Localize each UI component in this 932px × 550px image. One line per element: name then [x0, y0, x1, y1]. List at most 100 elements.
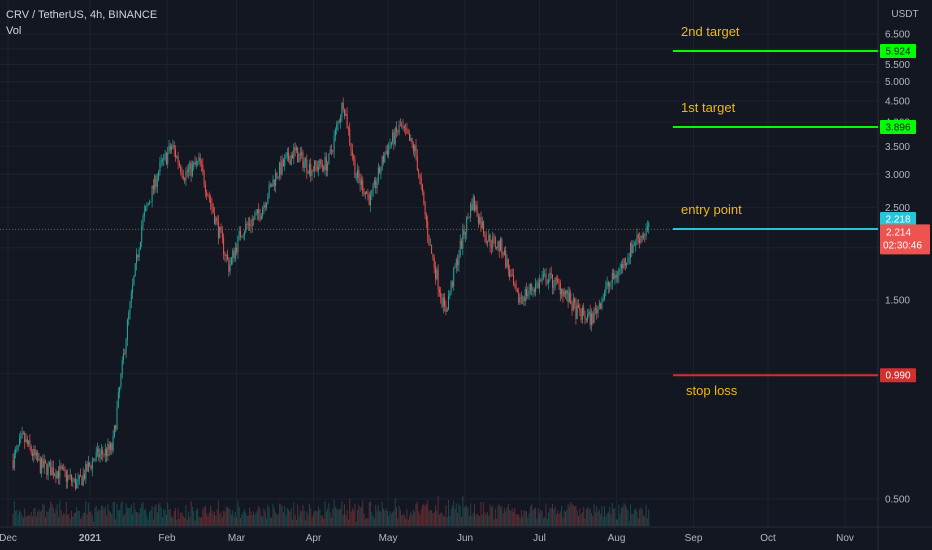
candle-body	[21, 433, 23, 436]
volume-bar	[50, 500, 52, 526]
candle-body	[594, 308, 596, 310]
candle-body	[306, 159, 308, 172]
volume-bar	[506, 507, 508, 526]
volume-bar	[490, 507, 492, 526]
candle-body	[368, 194, 370, 206]
volume-bar	[194, 520, 196, 526]
candle-body	[604, 293, 606, 300]
candle-body	[126, 319, 128, 340]
candle-body	[275, 172, 277, 186]
candle-body	[276, 172, 278, 178]
candle-body	[242, 235, 244, 237]
volume-bar	[520, 509, 522, 526]
candle-body	[337, 121, 339, 125]
candle-body	[158, 171, 160, 180]
candle-body	[106, 448, 108, 457]
candle-body	[116, 407, 118, 430]
volume-bar	[432, 513, 434, 526]
candle-body	[393, 132, 395, 145]
candle-body	[78, 474, 80, 480]
volume-bar	[529, 506, 531, 526]
volume-bar	[32, 516, 34, 526]
candle-body	[133, 276, 135, 286]
candle-body	[81, 476, 83, 486]
candle-body	[332, 150, 334, 152]
candle-body	[376, 181, 378, 189]
candle-body	[210, 198, 212, 204]
candle-body	[373, 180, 375, 185]
candle-body	[480, 216, 482, 229]
candle-body	[154, 175, 156, 190]
price-tick-label: 1.500	[885, 295, 910, 306]
candle-body	[424, 202, 426, 215]
volume-bar	[516, 513, 518, 526]
volume-bar	[415, 503, 417, 526]
candle-body	[198, 157, 200, 161]
volume-bar	[515, 514, 517, 526]
volume-bar	[242, 512, 244, 526]
volume-bar	[107, 503, 109, 526]
volume-bar	[24, 508, 26, 526]
candle-body	[488, 235, 490, 242]
candle-body	[217, 220, 219, 238]
volume-bar	[123, 516, 125, 526]
candle-body	[285, 155, 287, 159]
level-tag-value: 2.218	[885, 215, 910, 226]
volume-bar	[262, 516, 264, 526]
volume-bar	[202, 509, 204, 526]
candle-body	[379, 167, 381, 174]
candle-body	[516, 290, 518, 293]
volume-bar	[250, 511, 252, 526]
candle-body	[388, 145, 390, 155]
candle-body	[631, 243, 633, 254]
candle-body	[324, 157, 326, 171]
candle-body	[204, 184, 206, 192]
volume-bar	[74, 512, 76, 526]
volume-bar	[531, 504, 533, 526]
candle-body	[613, 272, 615, 280]
candle-body	[97, 448, 99, 453]
candle-body	[72, 480, 74, 482]
volume-bar	[489, 504, 491, 526]
volume-bar	[133, 502, 135, 526]
volume-bar	[175, 508, 177, 526]
time-axis[interactable]: Dec 2021 Feb Mar Apr May Jun Jul Aug Sep Oct Nov	[0, 533, 854, 544]
volume-bar	[643, 515, 645, 526]
candle-body	[585, 318, 587, 320]
volume-bar	[554, 506, 556, 526]
volume-bar	[412, 510, 414, 526]
volume-bar	[418, 511, 420, 526]
candle-body	[108, 444, 110, 450]
candle-body	[358, 170, 360, 179]
price-axis[interactable]: 0.5001.0001.5002.0002.5003.0003.5004.000…	[885, 9, 919, 506]
volume-bar	[594, 512, 596, 526]
candle-body	[42, 458, 44, 468]
volume-bar	[65, 501, 67, 526]
candle-body	[155, 175, 157, 188]
candle-body	[246, 223, 248, 225]
volume-bar	[158, 504, 160, 526]
price-tick-label: 3.000	[885, 170, 910, 181]
volume-bar	[28, 514, 30, 526]
volume-bar	[81, 516, 83, 526]
candle-body	[622, 264, 624, 268]
volume-bar	[567, 503, 569, 526]
candle-body	[151, 185, 153, 202]
volume-bar	[312, 513, 314, 526]
candle-body	[427, 221, 429, 237]
candle-body	[99, 453, 101, 458]
candle-body	[371, 190, 373, 195]
candle-body	[289, 159, 291, 165]
volume-bar	[455, 503, 457, 526]
volume-bar	[505, 511, 507, 526]
volume-bar	[147, 519, 149, 526]
volume-bar	[17, 514, 19, 526]
candle-body	[162, 160, 164, 161]
volume-bar	[149, 511, 151, 526]
volume-bar	[106, 515, 108, 526]
candle-body	[505, 250, 507, 267]
volume-bar	[362, 500, 364, 526]
candle-body	[102, 450, 104, 455]
candle-body	[113, 425, 115, 437]
